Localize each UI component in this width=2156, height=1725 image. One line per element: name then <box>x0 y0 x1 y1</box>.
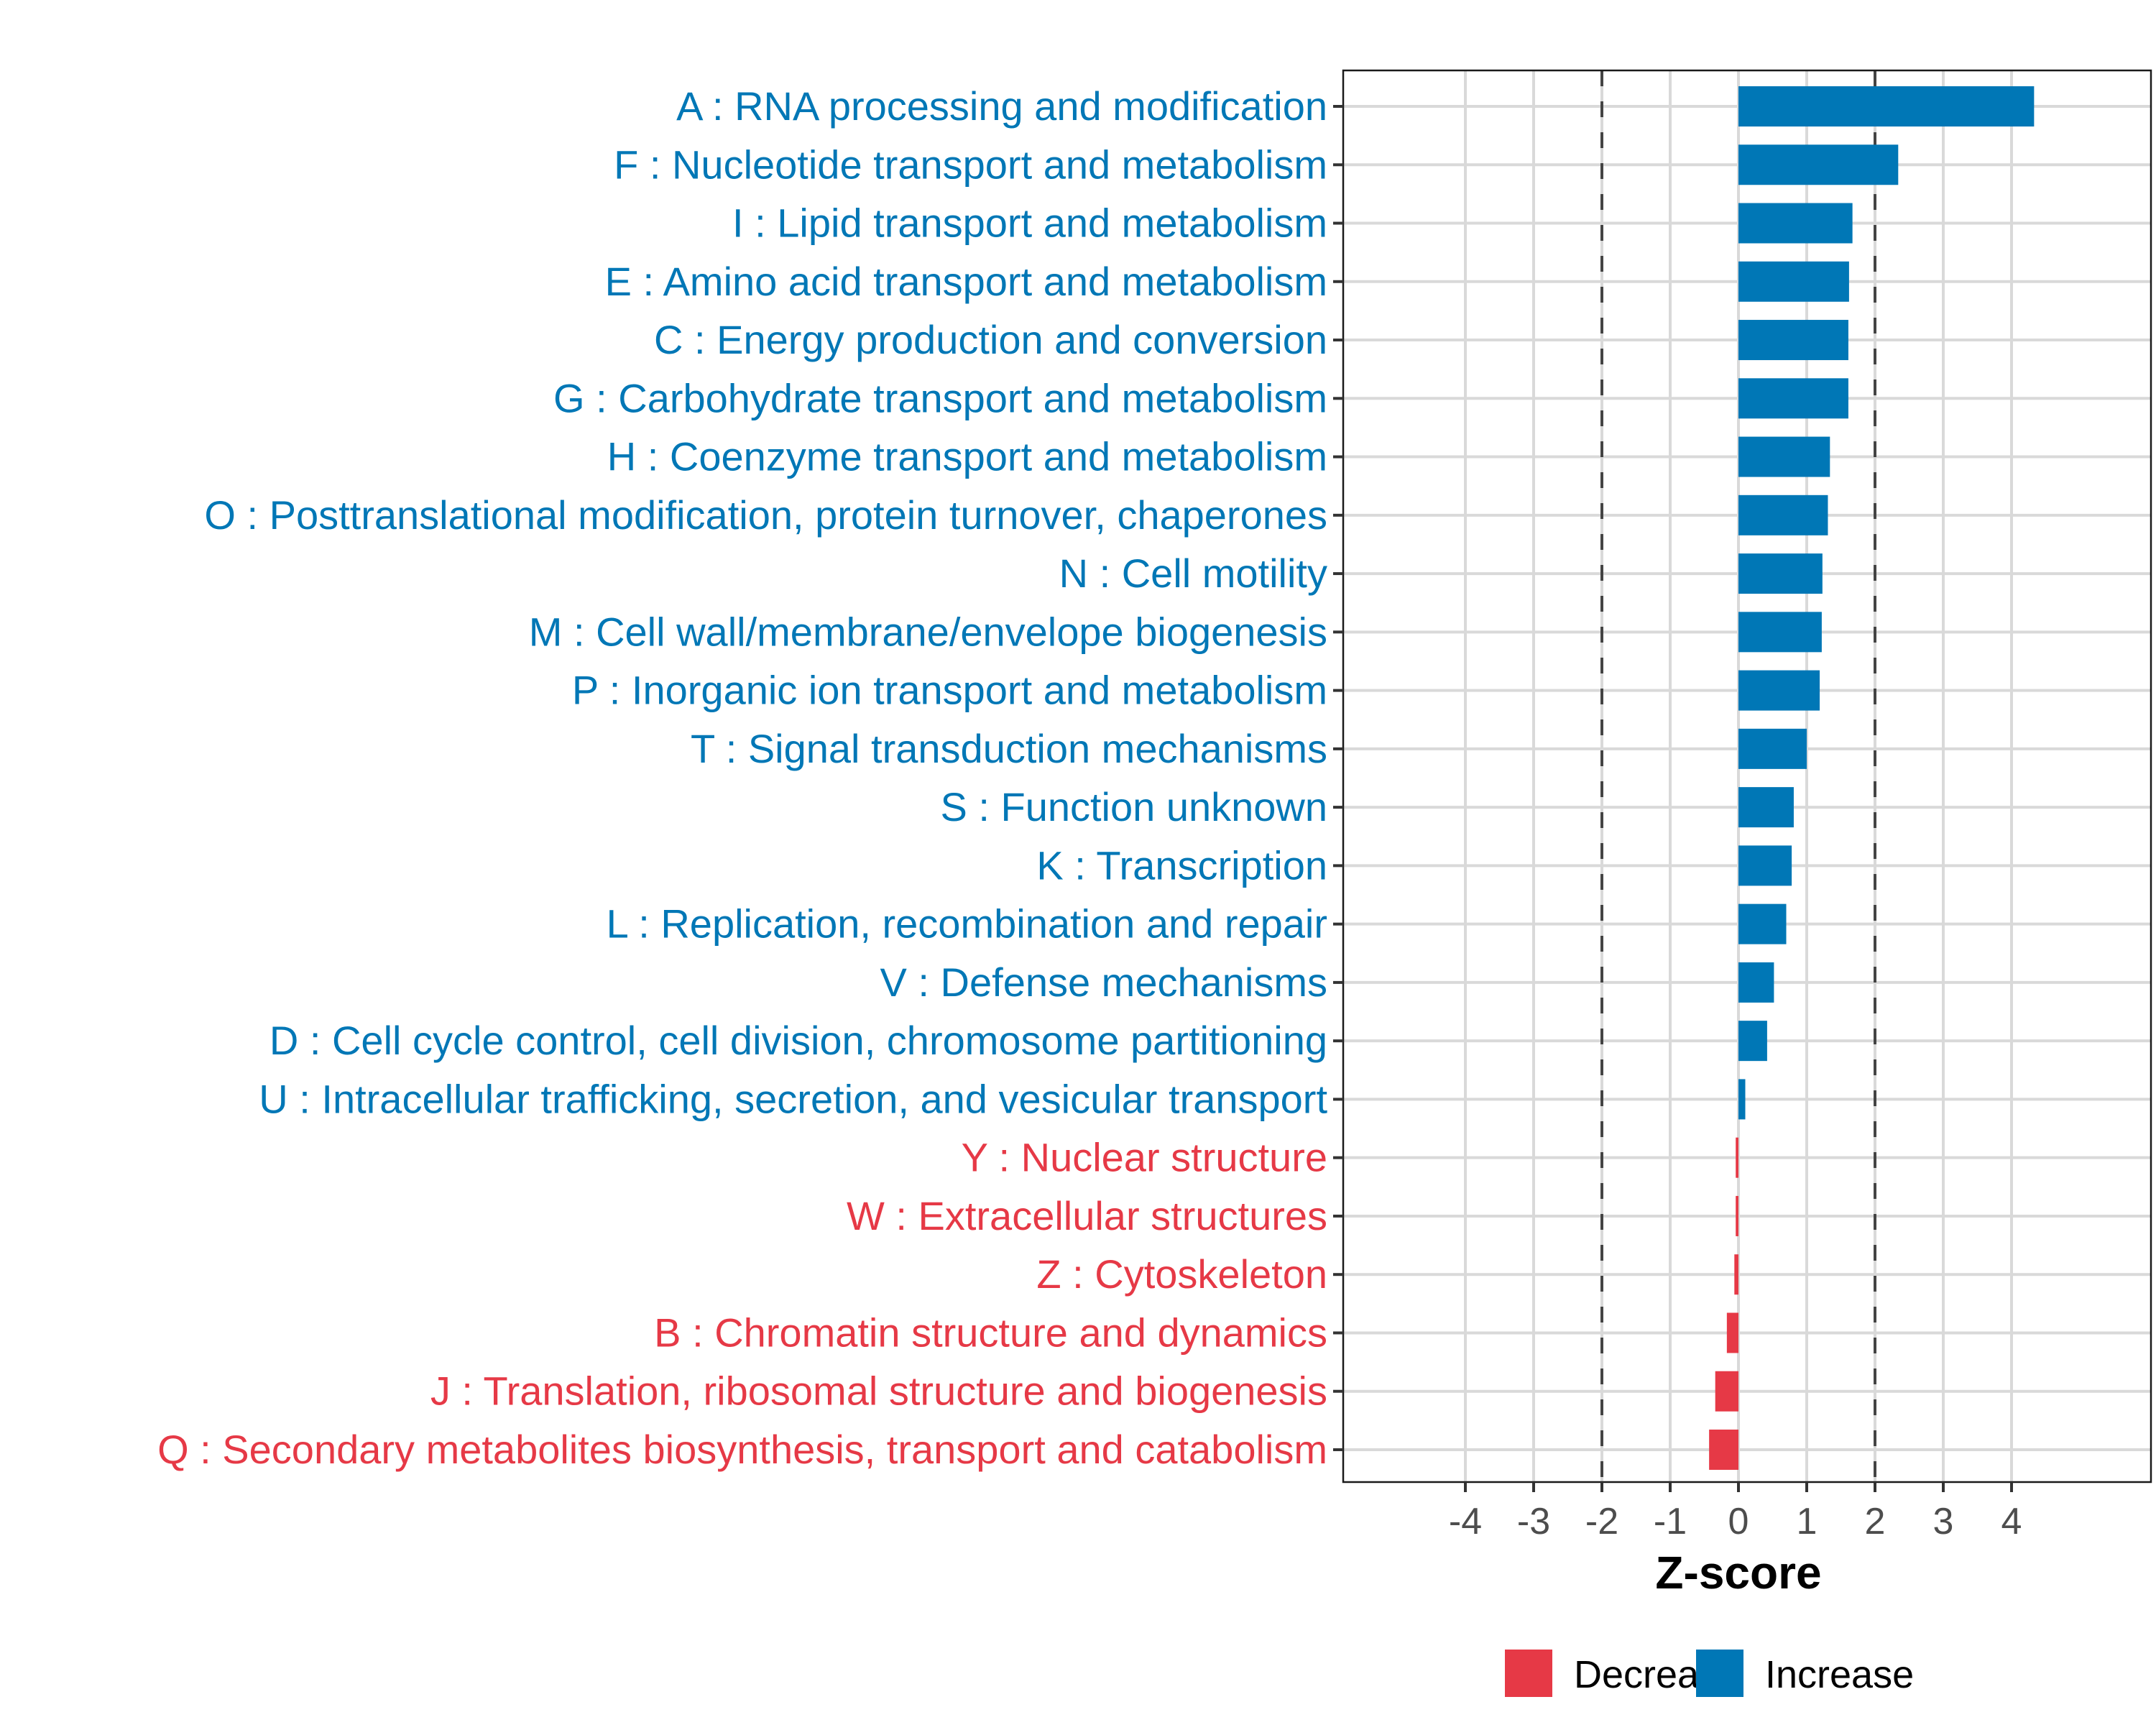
category-label: F : Nucleotide transport and metabolism <box>614 142 1327 187</box>
bar <box>1738 1021 1767 1062</box>
legend-label-increase: Increase <box>1765 1653 1914 1696</box>
category-label: N : Cell motility <box>1059 551 1327 596</box>
category-label: U : Intracellular trafficking, secretion… <box>259 1076 1327 1121</box>
bar <box>1738 903 1787 944</box>
bar <box>1736 1137 1738 1178</box>
category-label: H : Coenzyme transport and metabolism <box>607 434 1327 479</box>
y-axis-labels: A : RNA processing and modification F : N… <box>157 83 1327 1472</box>
category-label: M : Cell wall/membrane/envelope biogenes… <box>529 609 1327 654</box>
bar <box>1738 670 1820 711</box>
plot-panel-background <box>1343 70 2151 1482</box>
category-label: Q : Secondary metabolites biosynthesis, … <box>157 1427 1327 1472</box>
category-label: C : Energy production and conversion <box>654 317 1327 362</box>
x-tick-label: 1 <box>1797 1501 1818 1542</box>
category-label: I : Lipid transport and metabolism <box>732 201 1327 246</box>
category-label: L : Replication, recombination and repai… <box>607 901 1327 947</box>
category-label: Y : Nuclear structure <box>962 1135 1327 1180</box>
bar <box>1738 612 1822 653</box>
bar <box>1738 494 1828 535</box>
y-axis-ticks <box>1333 105 1343 1451</box>
category-label: D : Cell cycle control, cell division, c… <box>270 1018 1327 1063</box>
bar <box>1709 1429 1738 1470</box>
x-tick-label: 3 <box>1933 1501 1954 1542</box>
bar <box>1734 1254 1738 1295</box>
bar <box>1738 320 1848 361</box>
category-label: G : Carbohydrate transport and metabolis… <box>553 375 1327 420</box>
reference-lines <box>1600 70 1876 1482</box>
bar <box>1738 436 1830 477</box>
bar <box>1738 378 1848 419</box>
bar <box>1738 553 1823 594</box>
x-tick-label: 4 <box>2001 1501 2022 1542</box>
bar <box>1738 261 1849 302</box>
category-label: O : Posttranslational modification, prot… <box>204 492 1327 538</box>
bars <box>1709 86 2035 1470</box>
bar <box>1738 787 1794 828</box>
x-tick-label: -2 <box>1585 1501 1618 1542</box>
x-tick-label: -4 <box>1449 1501 1482 1542</box>
x-tick-label: 2 <box>1865 1501 1886 1542</box>
category-label: E : Amino acid transport and metabolism <box>605 259 1327 304</box>
x-axis-labels: -4 -3 -2 -1 0 1 2 3 4 <box>1449 1501 2022 1542</box>
bar <box>1738 144 1899 185</box>
bar <box>1738 728 1807 769</box>
category-label: J : Translation, ribosomal structure and… <box>430 1368 1327 1414</box>
category-label: S : Function unknown <box>940 784 1327 829</box>
legend-swatch-increase <box>1696 1650 1743 1697</box>
category-label: T : Signal transduction mechanisms <box>691 726 1327 771</box>
x-tick-label: -3 <box>1517 1501 1550 1542</box>
bar <box>1738 203 1853 244</box>
bar <box>1736 1195 1738 1236</box>
x-tick-label: -1 <box>1654 1501 1687 1542</box>
x-tick-label: 0 <box>1728 1501 1749 1542</box>
x-axis-title: Z-score <box>1655 1547 1821 1598</box>
bar <box>1738 1079 1746 1120</box>
category-label: B : Chromatin structure and dynamics <box>654 1310 1327 1355</box>
bar <box>1738 845 1792 886</box>
bar <box>1738 962 1774 1003</box>
bar <box>1726 1312 1738 1353</box>
category-label: V : Defense mechanisms <box>880 960 1327 1005</box>
category-label: Z : Cytoskeleton <box>1036 1251 1327 1297</box>
category-label: P : Inorganic ion transport and metaboli… <box>572 668 1327 713</box>
x-axis-ticks <box>1464 1482 2013 1492</box>
plot-panel-border <box>1342 69 2152 1484</box>
category-label: A : RNA processing and modification <box>676 83 1327 129</box>
bar <box>1738 86 2035 126</box>
legend-swatch-decrease <box>1505 1650 1552 1697</box>
bar <box>1715 1371 1738 1412</box>
category-label: W : Extracellular structures <box>847 1193 1327 1238</box>
category-label: K : Transcription <box>1036 842 1327 888</box>
legend: Decrease Increase <box>1505 1650 1914 1697</box>
